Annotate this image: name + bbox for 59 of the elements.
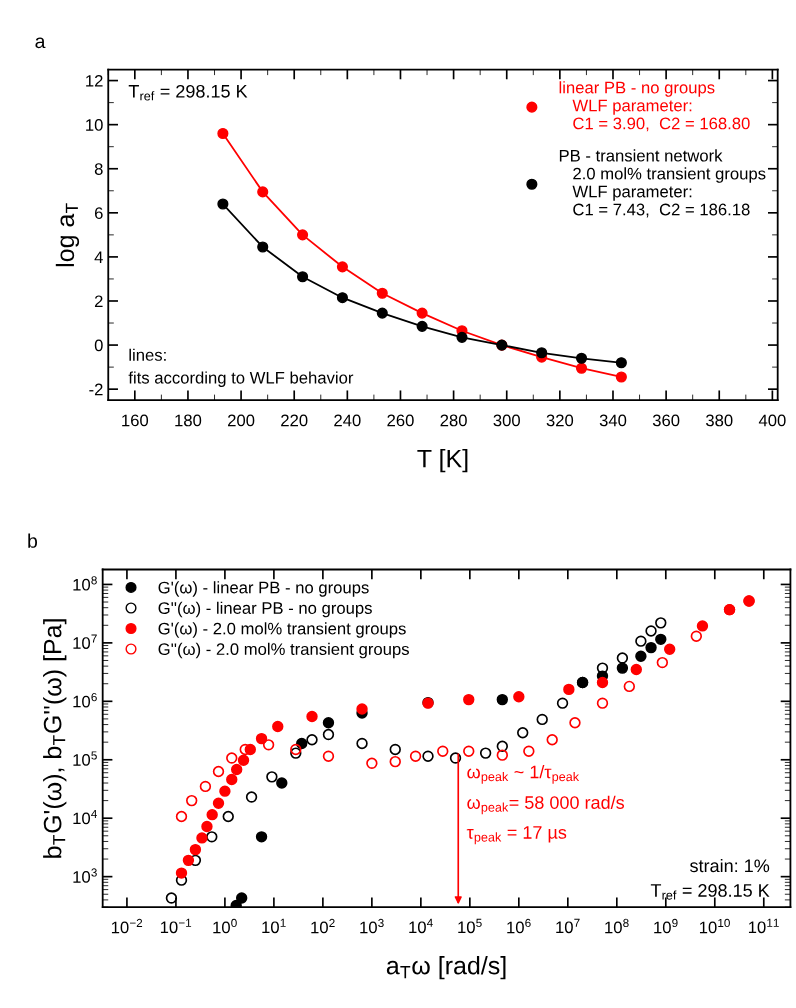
legend-label: G''(ω) - 2.0 mol% transient groups	[158, 642, 409, 659]
annotation: ω$_{peak}$= 58 000 rad/s	[467, 795, 625, 815]
x-tick-label: 260	[387, 414, 414, 427]
x-tick-label: 10$^{−1}$	[160, 918, 192, 934]
y-axis-title: log a$_{T}$	[55, 203, 80, 267]
y-tick-label: 10$^{6}$	[73, 693, 97, 708]
x-tick-label: 10$^{8}$	[605, 918, 629, 934]
x-tick-label: 320	[546, 414, 574, 427]
x-tick-label: 10$^{4}$	[409, 918, 433, 934]
x-tick-label: 280	[440, 414, 467, 427]
x-tick-label: 200	[228, 414, 255, 427]
x-tick-label: 300	[493, 414, 520, 427]
x-tick-label: 10$^{−2}$	[111, 918, 143, 934]
x-tick-label: 160	[122, 414, 149, 427]
x-tick-label: 360	[652, 414, 680, 427]
y-tick-label: 0	[94, 339, 103, 352]
legend-label: G''(ω) - linear PB - no groups	[158, 601, 372, 618]
legend-label: G'(ω) - 2.0 mol% transient groups	[158, 622, 406, 638]
y-tick-label: 2	[94, 295, 103, 308]
y-axis-title: b$_{T}$G'(ω), b$_{T}$G''(ω) [Pa]	[43, 619, 67, 858]
x-tick-label: 380	[705, 414, 733, 427]
y-tick-label: 10$^{8}$	[73, 576, 97, 591]
x-tick-label: 10$^{9}$	[654, 918, 678, 934]
x-axis-title: a$_{T}$ω [rad/s]	[386, 956, 506, 980]
x-tick-label: 240	[334, 414, 361, 427]
annotation: T$_{ref}$ = 298.15 K	[128, 84, 248, 101]
text: strain: 1% T$_{ref}$ = 298.15 K	[650, 858, 770, 900]
x-tick-label: 10$^{1}$	[262, 918, 286, 934]
chart-title: b	[28, 533, 38, 548]
chart-title: a	[35, 37, 46, 49]
legend-label: PB - transient network 2.0 mol% transient groups WLF parameter: C1 = 7.43, C2 = 186.18	[559, 149, 766, 218]
x-tick-label: 10$^{11}$	[748, 918, 779, 934]
y-tick-label: 10$^{5}$	[73, 751, 97, 766]
annotation: lines: fits according to WLF behavior	[128, 348, 354, 387]
x-tick-label: 10$^{2}$	[311, 918, 335, 934]
x-tick-label: 400	[758, 414, 786, 427]
annotation: ω$_{peak}$ ~ 1/τ$_{peak}$	[467, 765, 580, 784]
x-axis-title: T [K]	[417, 449, 468, 473]
x-tick-label: 180	[175, 414, 202, 427]
legend-label: G'(ω) - linear PB - no groups	[158, 581, 369, 597]
annotation: τ$_{peak}$ = 17 µs	[466, 826, 567, 845]
y-tick-label: 8	[94, 163, 103, 175]
y-tick-label: 10$^{7}$	[73, 634, 97, 649]
x-tick-label: 10$^{10}$	[699, 918, 730, 934]
x-tick-label: 10$^{5}$	[458, 918, 482, 934]
y-tick-label: 12	[86, 74, 103, 87]
y-tick-label: -2	[89, 383, 103, 396]
x-tick-label: 10$^{7}$	[556, 918, 580, 934]
x-tick-label: 10$^{6}$	[507, 918, 531, 934]
y-tick-label: 10$^{4}$	[73, 809, 97, 825]
x-tick-label: 10$^{0}$	[213, 918, 237, 934]
y-tick-label: 10	[86, 119, 103, 131]
x-tick-label: 220	[281, 414, 308, 427]
y-tick-label: 10$^{3}$	[73, 868, 97, 883]
y-tick-label: 4	[94, 251, 103, 263]
y-tick-label: 6	[94, 207, 103, 220]
legend-label: linear PB - no groups WLF parameter: C1 = 3.90, C2 = 168.80	[559, 81, 750, 132]
x-tick-label: 340	[599, 414, 627, 427]
x-tick-label: 10$^{3}$	[360, 918, 384, 934]
